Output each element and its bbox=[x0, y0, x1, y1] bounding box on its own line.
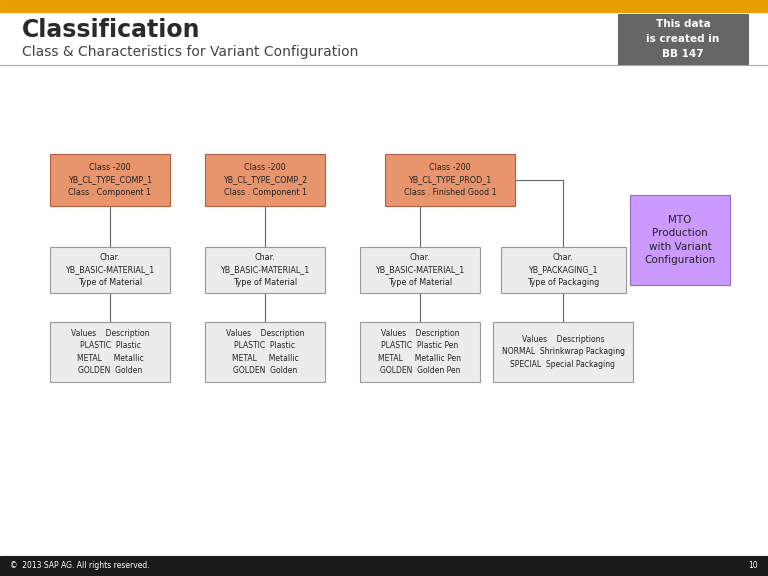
Bar bbox=[501, 247, 625, 293]
Text: Values    Description
PLASTIC  Plastic
METAL     Metallic
GOLDEN  Golden: Values Description PLASTIC Plastic METAL… bbox=[226, 329, 304, 375]
Text: Char.
YB_PACKAGING_1
Type of Packaging: Char. YB_PACKAGING_1 Type of Packaging bbox=[527, 253, 599, 287]
Text: Char.
YB_BASIC-MATERIAL_1
Type of Material: Char. YB_BASIC-MATERIAL_1 Type of Materi… bbox=[376, 253, 465, 287]
Text: Class -200
YB_CL_TYPE_COMP_2
Class . Component 1: Class -200 YB_CL_TYPE_COMP_2 Class . Com… bbox=[223, 164, 307, 196]
Text: Class -200
YB_CL_TYPE_COMP_1
Class . Component 1: Class -200 YB_CL_TYPE_COMP_1 Class . Com… bbox=[68, 164, 152, 196]
Text: Values    Description
PLASTIC  Plastic Pen
METAL     Metallic Pen
GOLDEN  Golden: Values Description PLASTIC Plastic Pen M… bbox=[379, 329, 462, 375]
Bar bbox=[205, 154, 325, 206]
Bar bbox=[385, 154, 515, 206]
Text: Values    Descriptions
NORMAL  Shrinkwrap Packaging
SPECIAL  Special Packaging: Values Descriptions NORMAL Shrinkwrap Pa… bbox=[502, 335, 624, 369]
Bar bbox=[50, 154, 170, 206]
Bar bbox=[630, 195, 730, 285]
Text: Classification: Classification bbox=[22, 18, 200, 42]
Bar bbox=[493, 322, 633, 382]
Text: MTO
Production
with Variant
Configuration: MTO Production with Variant Configuratio… bbox=[644, 215, 716, 266]
Text: Values    Description
PLASTIC  Plastic
METAL     Metallic
GOLDEN  Golden: Values Description PLASTIC Plastic METAL… bbox=[71, 329, 149, 375]
Text: Class -200
YB_CL_TYPE_PROD_1
Class . Finished Good 1: Class -200 YB_CL_TYPE_PROD_1 Class . Fin… bbox=[404, 164, 496, 196]
Text: Class & Characteristics for Variant Configuration: Class & Characteristics for Variant Conf… bbox=[22, 45, 359, 59]
Bar bbox=[360, 247, 480, 293]
Text: Char.
YB_BASIC-MATERIAL_1
Type of Material: Char. YB_BASIC-MATERIAL_1 Type of Materi… bbox=[65, 253, 154, 287]
Text: ©  2013 SAP AG. All rights reserved.: © 2013 SAP AG. All rights reserved. bbox=[10, 562, 150, 570]
Bar bbox=[0, 0, 768, 12]
Bar bbox=[618, 14, 748, 64]
Text: Char.
YB_BASIC-MATERIAL_1
Type of Material: Char. YB_BASIC-MATERIAL_1 Type of Materi… bbox=[220, 253, 310, 287]
Bar bbox=[50, 247, 170, 293]
Bar bbox=[205, 322, 325, 382]
Text: This data
is created in
BB 147: This data is created in BB 147 bbox=[647, 19, 720, 59]
Text: 10: 10 bbox=[748, 562, 758, 570]
Bar bbox=[50, 322, 170, 382]
Bar bbox=[360, 322, 480, 382]
Bar bbox=[0, 556, 768, 576]
Bar bbox=[205, 247, 325, 293]
